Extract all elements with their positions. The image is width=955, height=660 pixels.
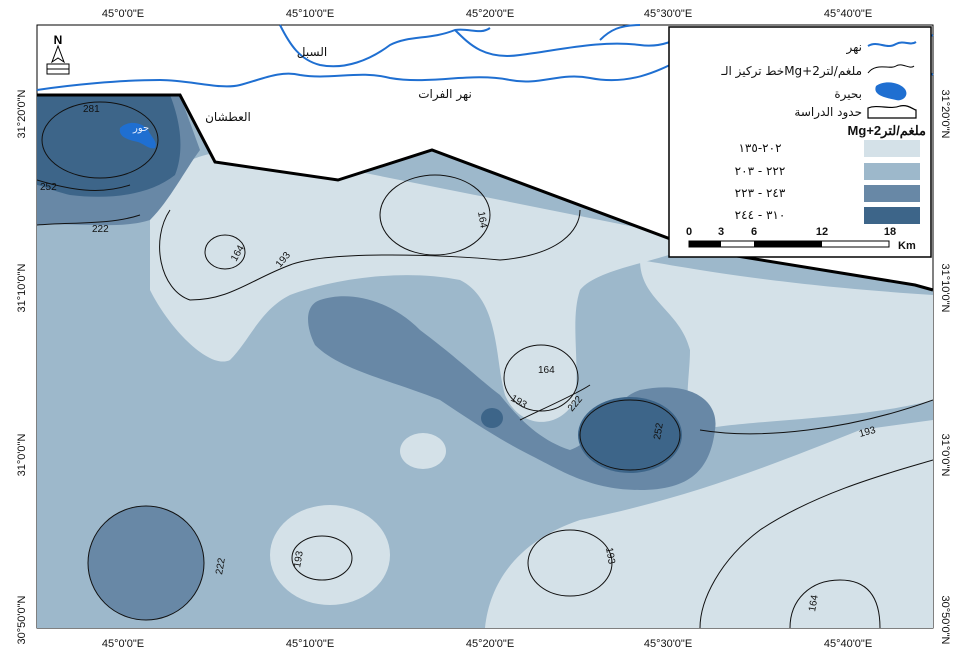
top-ticks: 45°0'0"E 45°10'0"E 45°20'0"E 45°30'0"E 4… — [102, 8, 872, 20]
study-boundary — [37, 93, 934, 292]
tick-top: 45°30'0"E — [644, 8, 692, 20]
legend: نهر خط تركيز الـMg+2ملغم/لتر بحيرة حدود … — [668, 26, 932, 258]
legend-title: Mg+2ملغم/لتر — [848, 123, 926, 139]
legend-classes: ٢٠٢-١٣٥ ٢٢٢ - ٢٠٣ ٢٤٣ - ٢٢٣ ٣١٠ - ٢٤٤ — [735, 140, 920, 224]
zone-high-north-west — [37, 95, 181, 197]
right-ticks: 31°20'0"N 31°10'0"N 31°0'0"N 30°50'0"N — [939, 90, 951, 645]
tick-bottom: 45°40'0"E — [824, 638, 872, 650]
lake — [119, 122, 156, 149]
scale-tick: 18 — [884, 226, 896, 238]
legend-lake-label: بحيرة — [834, 87, 862, 102]
legend-class-label: ٢٠٢-١٣٥ — [738, 141, 781, 155]
place-label-euphrates: نهر الفرات — [418, 87, 472, 102]
zone-low-east — [640, 260, 933, 430]
river-branch — [454, 29, 691, 57]
legend-class-label: ٣١٠ - ٢٤٤ — [735, 208, 786, 222]
left-ticks: 31°20'0"N 31°10'0"N 31°0'0"N 30°50'0"N — [16, 89, 28, 644]
scale-tick: 6 — [751, 226, 757, 238]
scale-unit: Km — [898, 240, 916, 252]
tick-right: 31°10'0"N — [939, 264, 951, 313]
legend-class-swatch — [864, 163, 920, 180]
bottom-ticks: 45°0'0"E 45°10'0"E 45°20'0"E 45°30'0"E 4… — [102, 638, 872, 650]
legend-class-swatch — [864, 207, 920, 224]
place-label-lake: حور — [132, 123, 149, 134]
legend-class-swatch — [864, 140, 920, 157]
legend-lake-icon — [875, 82, 907, 101]
contour-label: 281 — [83, 104, 100, 115]
place-label-sabil: السبل — [297, 45, 327, 59]
legend-contour-icon — [867, 64, 915, 74]
tick-right: 30°50'0"N — [939, 596, 951, 645]
tick-top: 45°0'0"E — [102, 8, 144, 20]
tick-bottom: 45°0'0"E — [102, 638, 144, 650]
north-arrow-icon: N — [46, 33, 70, 75]
zone-low-south — [485, 420, 933, 628]
scale-tick: 0 — [686, 226, 692, 238]
legend-boundary-label: حدود الدراسة — [794, 105, 862, 120]
tick-right: 31°0'0"N — [939, 434, 951, 477]
contour-label: 164 — [807, 594, 821, 613]
euphrates-river — [36, 59, 681, 91]
scale-tick: 3 — [718, 226, 724, 238]
scale-bar: 0 3 6 12 18 Km — [686, 226, 916, 252]
tick-left: 31°20'0"N — [16, 89, 28, 138]
contour-label: 164 — [538, 365, 555, 376]
legend-river-icon — [867, 41, 917, 47]
contour-labels: 281 252 222 164 193 164 164 193 222 252 … — [40, 104, 877, 613]
contour-label: 252 — [40, 182, 57, 193]
contour-label: 193 — [292, 550, 306, 569]
tick-right: 31°20'0"N — [939, 90, 951, 139]
tick-top: 45°20'0"E — [466, 8, 514, 20]
legend-class-swatch — [864, 185, 920, 202]
contour-lines — [37, 101, 933, 628]
svg-text:N: N — [54, 33, 63, 47]
contour-label: 252 — [652, 422, 666, 441]
place-label-atshan: العطشان — [205, 110, 251, 124]
tick-bottom: 45°30'0"E — [644, 638, 692, 650]
contour-label: 222 — [214, 557, 228, 576]
zone-high-central — [578, 397, 682, 473]
river-branch-2 — [599, 24, 641, 41]
tick-left: 31°0'0"N — [16, 434, 28, 477]
zone-low-spot — [400, 433, 446, 469]
tick-top: 45°10'0"E — [286, 8, 334, 20]
zone-low-north — [150, 150, 700, 422]
legend-class-label: ٢٢٢ - ٢٠٣ — [735, 164, 786, 178]
zone-low-south-center — [270, 505, 390, 605]
tick-top: 45°40'0"E — [824, 8, 872, 20]
legend-class-label: ٢٤٣ - ٢٢٣ — [735, 186, 786, 200]
tick-left: 31°10'0"N — [16, 263, 28, 312]
contour-label: 222 — [92, 224, 109, 235]
contour-label: 164 — [475, 211, 489, 230]
zone-high-spot — [481, 408, 503, 428]
legend-boundary-icon — [867, 104, 917, 119]
contour-label: 193 — [858, 425, 877, 440]
tick-left: 30°50'0"N — [16, 595, 28, 644]
zone-mid-south-west — [88, 506, 204, 620]
tick-bottom: 45°20'0"E — [466, 638, 514, 650]
tick-bottom: 45°10'0"E — [286, 638, 334, 650]
legend-contour-label: خط تركيز الـMg+2ملغم/لتر — [720, 64, 862, 79]
legend-river-label: نهر — [846, 40, 863, 55]
sabil-river — [279, 24, 491, 68]
scale-tick: 12 — [816, 226, 828, 238]
contour-label: 193 — [603, 547, 617, 566]
